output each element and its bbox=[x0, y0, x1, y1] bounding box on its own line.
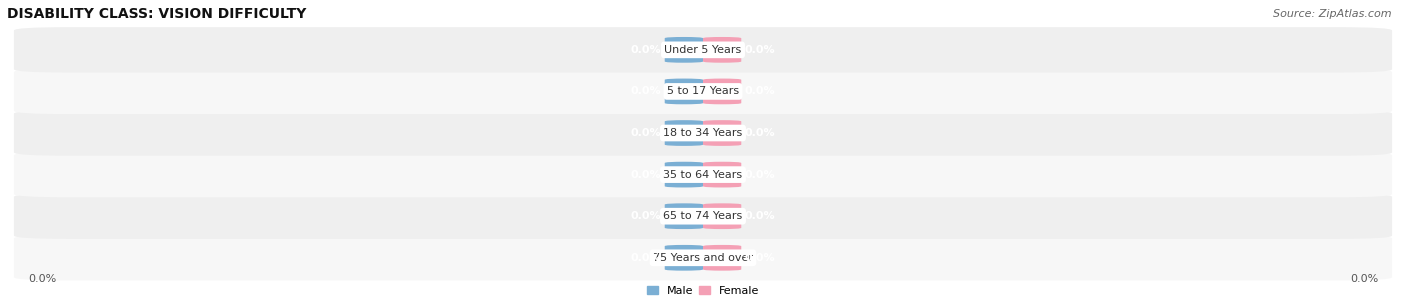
FancyBboxPatch shape bbox=[703, 203, 741, 229]
Text: 0.0%: 0.0% bbox=[631, 253, 661, 263]
Text: 0.0%: 0.0% bbox=[631, 128, 661, 138]
Text: 0.0%: 0.0% bbox=[745, 170, 775, 180]
Text: 0.0%: 0.0% bbox=[631, 170, 661, 180]
FancyBboxPatch shape bbox=[14, 27, 1392, 73]
Legend: Male, Female: Male, Female bbox=[643, 281, 763, 300]
Text: 0.0%: 0.0% bbox=[745, 86, 775, 96]
Text: DISABILITY CLASS: VISION DIFFICULTY: DISABILITY CLASS: VISION DIFFICULTY bbox=[7, 7, 307, 21]
Text: Under 5 Years: Under 5 Years bbox=[665, 45, 741, 55]
FancyBboxPatch shape bbox=[14, 69, 1392, 114]
Text: 35 to 64 Years: 35 to 64 Years bbox=[664, 170, 742, 180]
Text: 0.0%: 0.0% bbox=[745, 211, 775, 221]
Text: 0.0%: 0.0% bbox=[28, 274, 56, 284]
FancyBboxPatch shape bbox=[703, 245, 741, 271]
FancyBboxPatch shape bbox=[665, 203, 703, 229]
Text: 0.0%: 0.0% bbox=[1350, 274, 1378, 284]
Text: 5 to 17 Years: 5 to 17 Years bbox=[666, 86, 740, 96]
Text: 75 Years and over: 75 Years and over bbox=[652, 253, 754, 263]
FancyBboxPatch shape bbox=[14, 110, 1392, 156]
Text: 0.0%: 0.0% bbox=[631, 86, 661, 96]
Text: 65 to 74 Years: 65 to 74 Years bbox=[664, 211, 742, 221]
FancyBboxPatch shape bbox=[703, 120, 741, 146]
FancyBboxPatch shape bbox=[703, 162, 741, 188]
Text: 0.0%: 0.0% bbox=[631, 211, 661, 221]
Text: 0.0%: 0.0% bbox=[745, 128, 775, 138]
FancyBboxPatch shape bbox=[14, 193, 1392, 239]
Text: 0.0%: 0.0% bbox=[745, 253, 775, 263]
Text: 18 to 34 Years: 18 to 34 Years bbox=[664, 128, 742, 138]
Text: Source: ZipAtlas.com: Source: ZipAtlas.com bbox=[1274, 9, 1392, 19]
FancyBboxPatch shape bbox=[665, 120, 703, 146]
FancyBboxPatch shape bbox=[703, 79, 741, 104]
FancyBboxPatch shape bbox=[665, 245, 703, 271]
FancyBboxPatch shape bbox=[665, 37, 703, 63]
Text: 0.0%: 0.0% bbox=[631, 45, 661, 55]
FancyBboxPatch shape bbox=[703, 37, 741, 63]
FancyBboxPatch shape bbox=[14, 235, 1392, 281]
FancyBboxPatch shape bbox=[14, 152, 1392, 197]
Text: 0.0%: 0.0% bbox=[745, 45, 775, 55]
FancyBboxPatch shape bbox=[665, 162, 703, 188]
FancyBboxPatch shape bbox=[665, 79, 703, 104]
